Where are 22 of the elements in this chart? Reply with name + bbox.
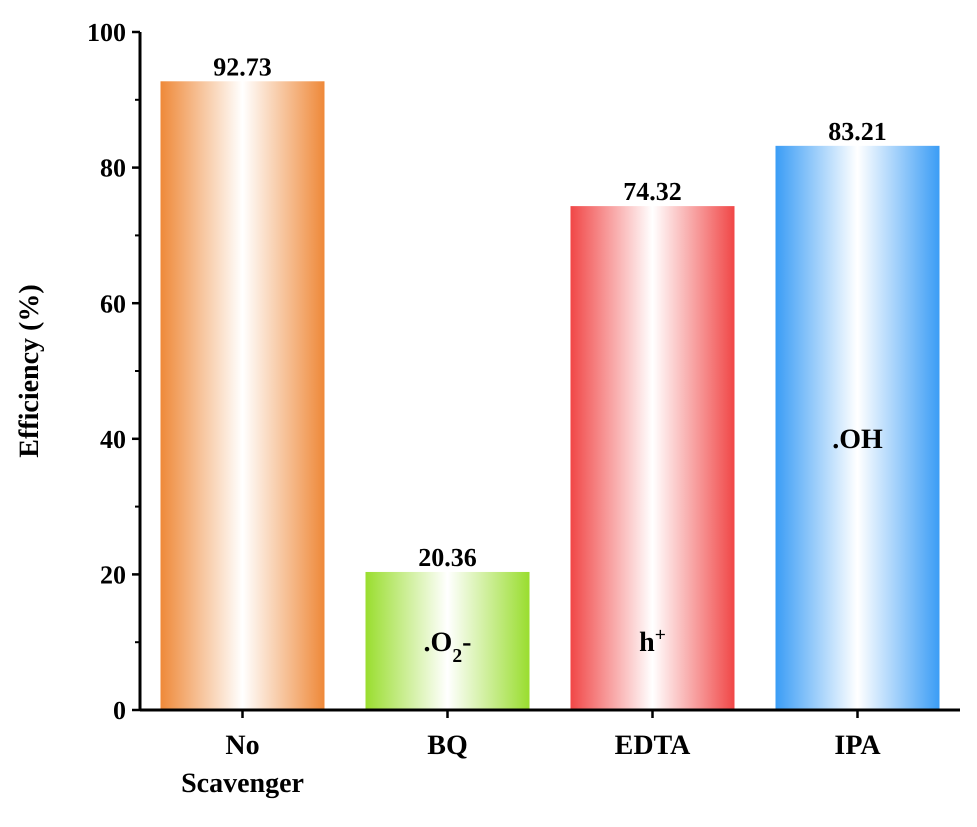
bar	[570, 206, 734, 710]
x-tick-label: BQ	[427, 730, 468, 761]
data-label: 20.36	[418, 542, 477, 572]
annotation: h$^{+}$	[639, 624, 666, 658]
annotation: .O$_{2}$-	[424, 627, 472, 667]
y-tick-label: 20	[100, 560, 126, 590]
y-axis-title: Efficiency (%)	[14, 284, 45, 458]
x-tick-label: IPA	[834, 730, 882, 761]
y-tick-label: 80	[100, 154, 126, 183]
bar	[776, 146, 940, 710]
data-label: 83.21	[828, 116, 887, 146]
bar	[160, 81, 324, 710]
data-label: 74.32	[623, 177, 682, 206]
annotation: .OH	[832, 424, 883, 455]
y-tick-label: 0	[113, 696, 126, 726]
data-label: 92.73	[213, 52, 272, 82]
x-tick-label: EDTA	[614, 730, 692, 761]
y-tick-label: 40	[100, 424, 126, 454]
x-tick-label: No Scavenger	[181, 730, 304, 799]
bar	[366, 572, 530, 710]
y-tick-label: 60	[100, 289, 126, 318]
y-tick-label: 100	[87, 18, 126, 48]
